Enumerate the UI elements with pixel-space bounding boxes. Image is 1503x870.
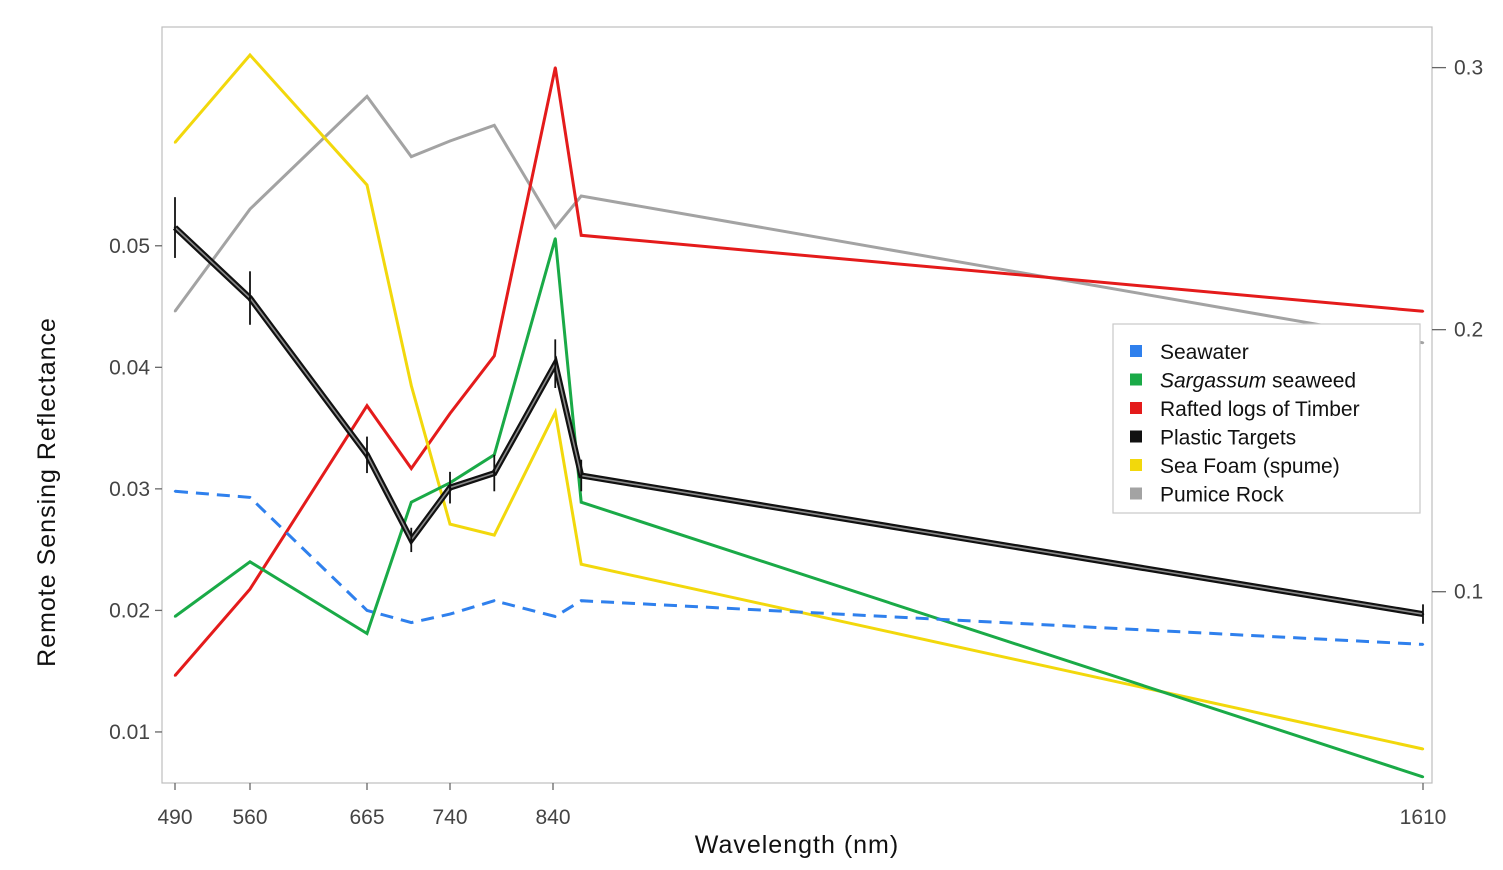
data-point-sea-foam-spume bbox=[580, 563, 583, 566]
x-tick-label: 665 bbox=[349, 806, 384, 829]
data-point-seawater bbox=[173, 490, 177, 493]
data-point-sea-foam-spume bbox=[493, 533, 496, 537]
legend-swatch-sea-foam-spume bbox=[1130, 459, 1142, 471]
data-point-pumice-rock bbox=[173, 310, 177, 313]
legend: Seawater Sargassum seaweed Rafted logs of … bbox=[1112, 323, 1421, 514]
data-point-plastic-targets bbox=[554, 362, 557, 365]
x-axis-title: Wavelength (nm) bbox=[695, 831, 899, 859]
data-point-seawater bbox=[1421, 643, 1425, 646]
data-point-rafted-logs-of-timber bbox=[173, 674, 177, 677]
legend-label-pumice-rock: Pumice Rock bbox=[1160, 484, 1284, 507]
data-point-rafted-logs-of-timber bbox=[410, 467, 413, 470]
data-point-sea-foam-spume bbox=[410, 384, 413, 387]
data-point-sargassum-seaweed bbox=[173, 615, 177, 618]
legend-label-rafted-logs-of-timber: Rafted logs of Timber bbox=[1160, 398, 1360, 421]
x-tick-label: 1610 bbox=[1400, 806, 1447, 829]
legend-label-sea-foam-spume: Sea Foam (spume) bbox=[1160, 455, 1340, 478]
data-point-sea-foam-spume bbox=[554, 411, 557, 414]
series-line-pumice-rock bbox=[173, 94, 1424, 345]
data-point-seawater bbox=[580, 599, 583, 602]
data-point-sargassum-seaweed bbox=[554, 237, 557, 240]
y-left-tick-label: 0.03 bbox=[109, 478, 150, 501]
data-point-plastic-targets bbox=[410, 538, 413, 542]
data-point-pumice-rock bbox=[580, 194, 583, 198]
data-point-seawater bbox=[410, 621, 413, 624]
legend-swatch-rafted-logs-of-timber bbox=[1130, 402, 1142, 414]
data-point-pumice-rock bbox=[1421, 341, 1425, 344]
data-point-pumice-rock bbox=[248, 207, 252, 211]
data-point-plastic-targets bbox=[173, 226, 177, 229]
plot-frame bbox=[161, 26, 1433, 784]
data-point-seawater bbox=[248, 496, 252, 499]
x-tick-label: 740 bbox=[432, 806, 467, 829]
data-point-sea-foam-spume bbox=[1421, 747, 1425, 751]
data-point-sargassum-seaweed bbox=[365, 632, 369, 635]
legend-label-seawater: Seawater bbox=[1160, 341, 1249, 364]
data-point-sargassum-seaweed bbox=[248, 560, 252, 563]
data-point-sea-foam-spume bbox=[248, 53, 252, 57]
data-point-seawater bbox=[493, 599, 496, 602]
y-axis-title: Remote Sensing Reflectance bbox=[33, 317, 61, 667]
data-point-pumice-rock bbox=[365, 95, 369, 98]
y-left-tick-label: 0.05 bbox=[109, 235, 150, 258]
x-tick-label: 490 bbox=[157, 806, 192, 829]
data-point-pumice-rock bbox=[410, 155, 413, 158]
data-point-pumice-rock bbox=[554, 226, 557, 229]
data-point-rafted-logs-of-timber bbox=[554, 66, 557, 69]
data-point-rafted-logs-of-timber bbox=[248, 587, 252, 591]
legend-label-plastic-targets: Plastic Targets bbox=[1160, 427, 1296, 450]
data-point-pumice-rock bbox=[448, 139, 452, 143]
data-point-rafted-logs-of-timber bbox=[365, 404, 369, 407]
data-point-plastic-targets bbox=[1421, 612, 1425, 616]
legend-swatch-plastic-targets bbox=[1130, 430, 1142, 443]
data-point-seawater bbox=[554, 615, 557, 618]
data-point-sargassum-seaweed bbox=[1421, 775, 1425, 779]
y-right-tick-label: 0.1 bbox=[1454, 581, 1483, 604]
legend-swatch-seawater bbox=[1130, 345, 1142, 357]
data-point-plastic-targets bbox=[365, 453, 369, 456]
y-left-tick-label: 0.04 bbox=[109, 356, 150, 379]
legend-label-sargassum-seaweed: Sargassum seaweed bbox=[1160, 370, 1356, 393]
y-right-tick-label: 0.3 bbox=[1454, 57, 1483, 80]
data-point-sea-foam-spume bbox=[173, 141, 177, 144]
y-left-tick-label: 0.02 bbox=[109, 599, 150, 622]
data-point-rafted-logs-of-timber bbox=[493, 354, 496, 358]
y-right-tick-label: 0.2 bbox=[1454, 319, 1483, 342]
data-point-rafted-logs-of-timber bbox=[448, 412, 452, 415]
data-point-rafted-logs-of-timber bbox=[1421, 310, 1425, 313]
data-point-sargassum-seaweed bbox=[580, 501, 583, 504]
series-layer bbox=[172, 52, 1425, 779]
data-point-plastic-targets bbox=[448, 486, 452, 489]
y-left-tick-label: 0.01 bbox=[109, 721, 150, 744]
x-tick-label: 840 bbox=[535, 806, 570, 829]
data-point-sea-foam-spume bbox=[448, 522, 452, 526]
data-point-plastic-targets bbox=[493, 471, 496, 475]
data-point-sea-foam-spume bbox=[365, 183, 369, 187]
data-point-rafted-logs-of-timber bbox=[580, 234, 583, 237]
legend-box bbox=[1112, 323, 1421, 514]
legend-swatch-sargassum-seaweed bbox=[1130, 373, 1142, 386]
legend-swatch-pumice-rock bbox=[1130, 487, 1142, 500]
data-point-sargassum-seaweed bbox=[410, 501, 413, 504]
x-tick-label: 560 bbox=[232, 806, 267, 829]
data-point-pumice-rock bbox=[493, 124, 496, 127]
axes-layer: 490 560 665 740 840 1610 0.01 0.02 0.03 0.04 0.05 0… bbox=[109, 57, 1483, 829]
data-point-plastic-targets bbox=[248, 296, 252, 300]
data-point-seawater bbox=[448, 612, 452, 616]
data-point-plastic-targets bbox=[580, 474, 583, 477]
data-point-seawater bbox=[365, 609, 369, 612]
